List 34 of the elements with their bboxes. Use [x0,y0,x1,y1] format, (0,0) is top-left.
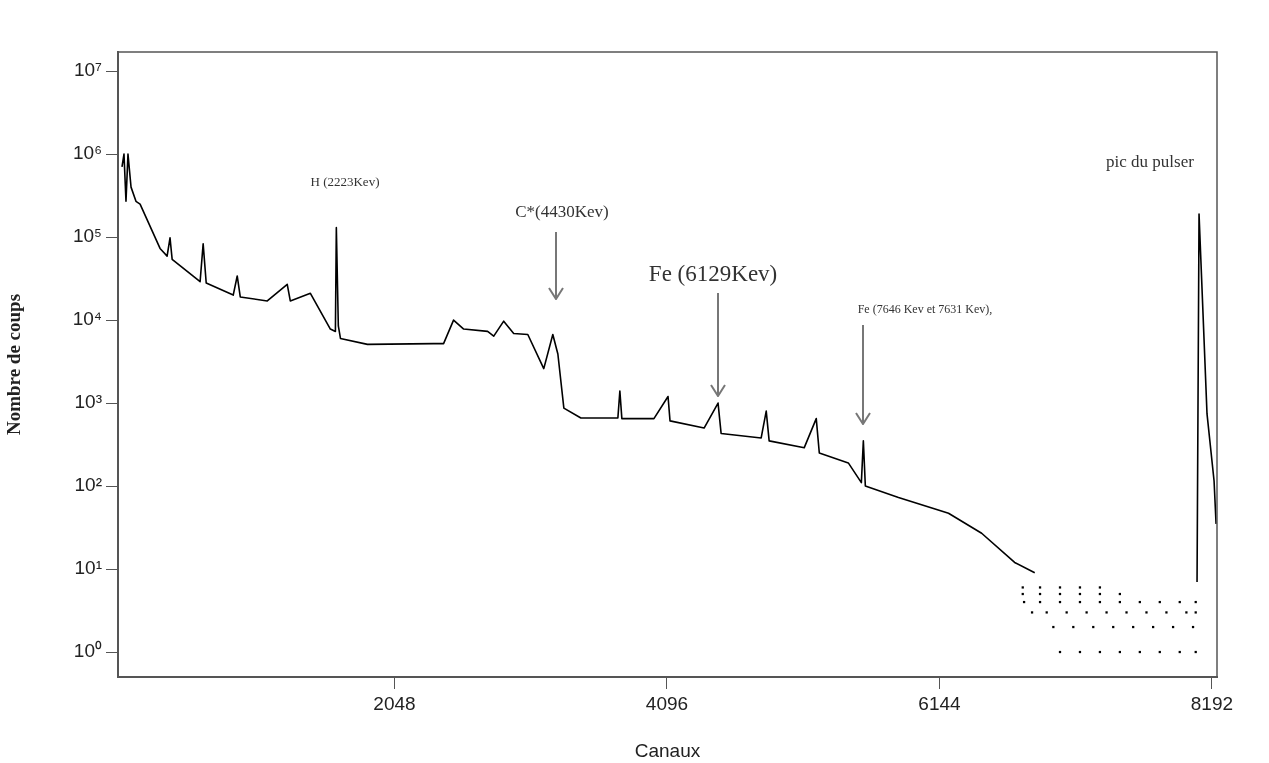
annotation: C*(4430Kev) [515,202,609,222]
x-tick-label: 6144 [918,692,962,714]
x-axis-title: Canaux [634,739,701,761]
point [1185,611,1188,614]
point [1165,611,1168,614]
x-tick-label: 8192 [1190,692,1234,714]
x-tick-label: 4096 [645,692,689,714]
point [1030,611,1034,614]
annotation: H (2223Kev) [310,174,380,190]
point [1065,611,1068,614]
annotation: pic du pulser [1106,152,1195,172]
y-tick-label: 10⁵ [72,225,102,247]
y-tick-label: 10² [74,474,102,496]
y-tick-label: 10¹ [74,557,102,579]
y-tick-label: 10⁷ [73,59,103,81]
point [1194,611,1197,614]
point [1098,586,1102,589]
point [1021,586,1024,589]
point [1038,586,1042,589]
point [1125,611,1128,614]
y-tick-label: 10⁶ [73,142,102,164]
point [1085,611,1088,614]
point [1045,611,1048,614]
annotation: Fe (7646 Kev et 7631 Kev), [857,302,993,317]
x-tick-label: 2048 [373,692,416,714]
point [1145,611,1148,614]
y-tick-label: 10³ [74,391,102,413]
y-axis-title: Nombre de coups [3,293,25,436]
point [1105,611,1108,614]
y-tick-label: 10⁰ [73,640,102,662]
annotation: Fe (6129Kev) [648,261,778,287]
point [1058,586,1062,589]
y-tick-label: 10⁴ [72,308,102,330]
point [1078,586,1082,589]
